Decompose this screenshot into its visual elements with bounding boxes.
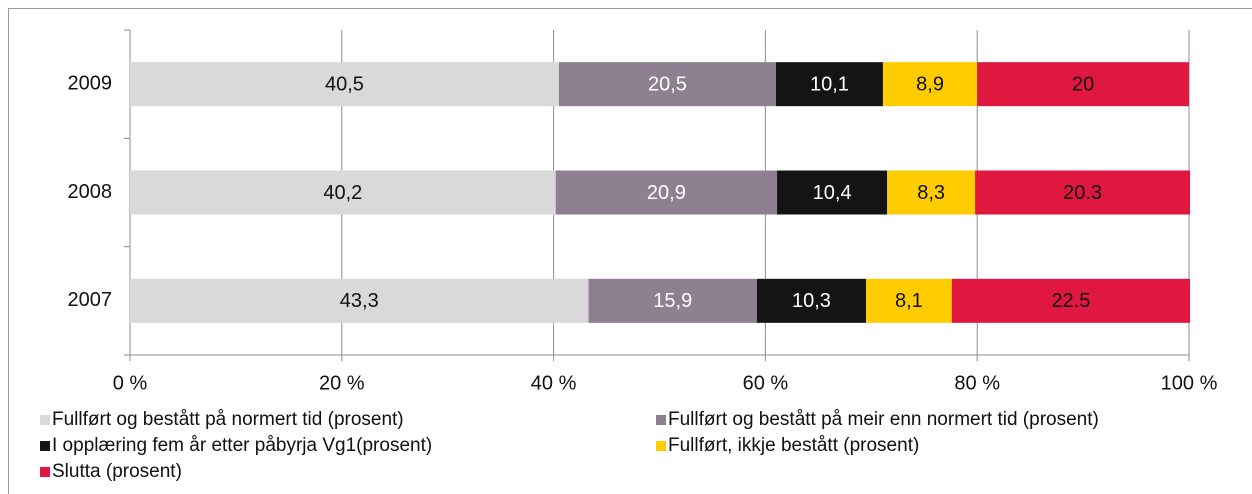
data-label: 8,1: [895, 290, 923, 312]
legend-label: Fullført og bestått på normert tid (pros…: [52, 409, 404, 430]
data-label: 20,9: [647, 182, 686, 204]
x-tick-label: 80 %: [954, 372, 1000, 394]
data-label: 20,5: [648, 73, 687, 95]
y-tick-label: 2009: [68, 72, 113, 94]
data-label: 43,3: [340, 290, 379, 312]
data-label: 8,3: [917, 182, 945, 204]
x-tick-label: 60 %: [743, 372, 789, 394]
bar-segment: [777, 170, 888, 215]
bar-segment: [130, 170, 556, 215]
bar-segment: [756, 278, 867, 323]
legend-swatch: [40, 441, 50, 451]
legend-label: Slutta (prosent): [52, 461, 182, 482]
legend-swatch: [656, 415, 666, 425]
legend-label: Fullført, ikkje bestått (prosent): [668, 435, 919, 456]
bar-segment: [975, 170, 1191, 215]
bar-segment: [775, 62, 883, 107]
legend-swatch: [40, 467, 50, 477]
bar-segment: [130, 278, 589, 323]
x-tick-label: 40 %: [531, 372, 577, 394]
x-tick-label: 20 %: [319, 372, 365, 394]
data-label: 15,9: [653, 290, 692, 312]
data-label: 10,3: [792, 290, 831, 312]
data-label: 40,2: [323, 182, 362, 204]
bar-segment: [882, 62, 978, 107]
x-tick-label: 100 %: [1161, 372, 1218, 394]
legend-label: Fullført og bestått på meir enn normert …: [668, 409, 1099, 430]
legend-swatch: [656, 441, 666, 451]
data-label: 10,1: [810, 73, 849, 95]
bar-segment: [887, 170, 976, 215]
data-label: 10,4: [813, 182, 852, 204]
chart-frame: [8, 8, 1252, 494]
data-label: 20: [1072, 73, 1094, 95]
y-tick-label: 2008: [68, 181, 113, 203]
x-tick-label: 0 %: [113, 372, 148, 394]
y-tick-label: 2007: [68, 289, 113, 311]
bar-segment: [951, 278, 1191, 323]
data-label: 22.5: [1051, 290, 1090, 312]
data-label: 40,5: [325, 73, 364, 95]
bar-segment: [866, 278, 952, 323]
bar-segment: [588, 278, 757, 323]
bar-segment: [555, 170, 778, 215]
bar-segment: [977, 62, 1189, 107]
legend-label: I opplæring fem år etter påbyrja Vg1(pro…: [52, 435, 432, 456]
bar-segment: [558, 62, 776, 107]
legend-swatch: [40, 415, 50, 425]
data-label: 8,9: [916, 73, 944, 95]
data-label: 20.3: [1063, 182, 1102, 204]
bar-segment: [130, 62, 559, 107]
